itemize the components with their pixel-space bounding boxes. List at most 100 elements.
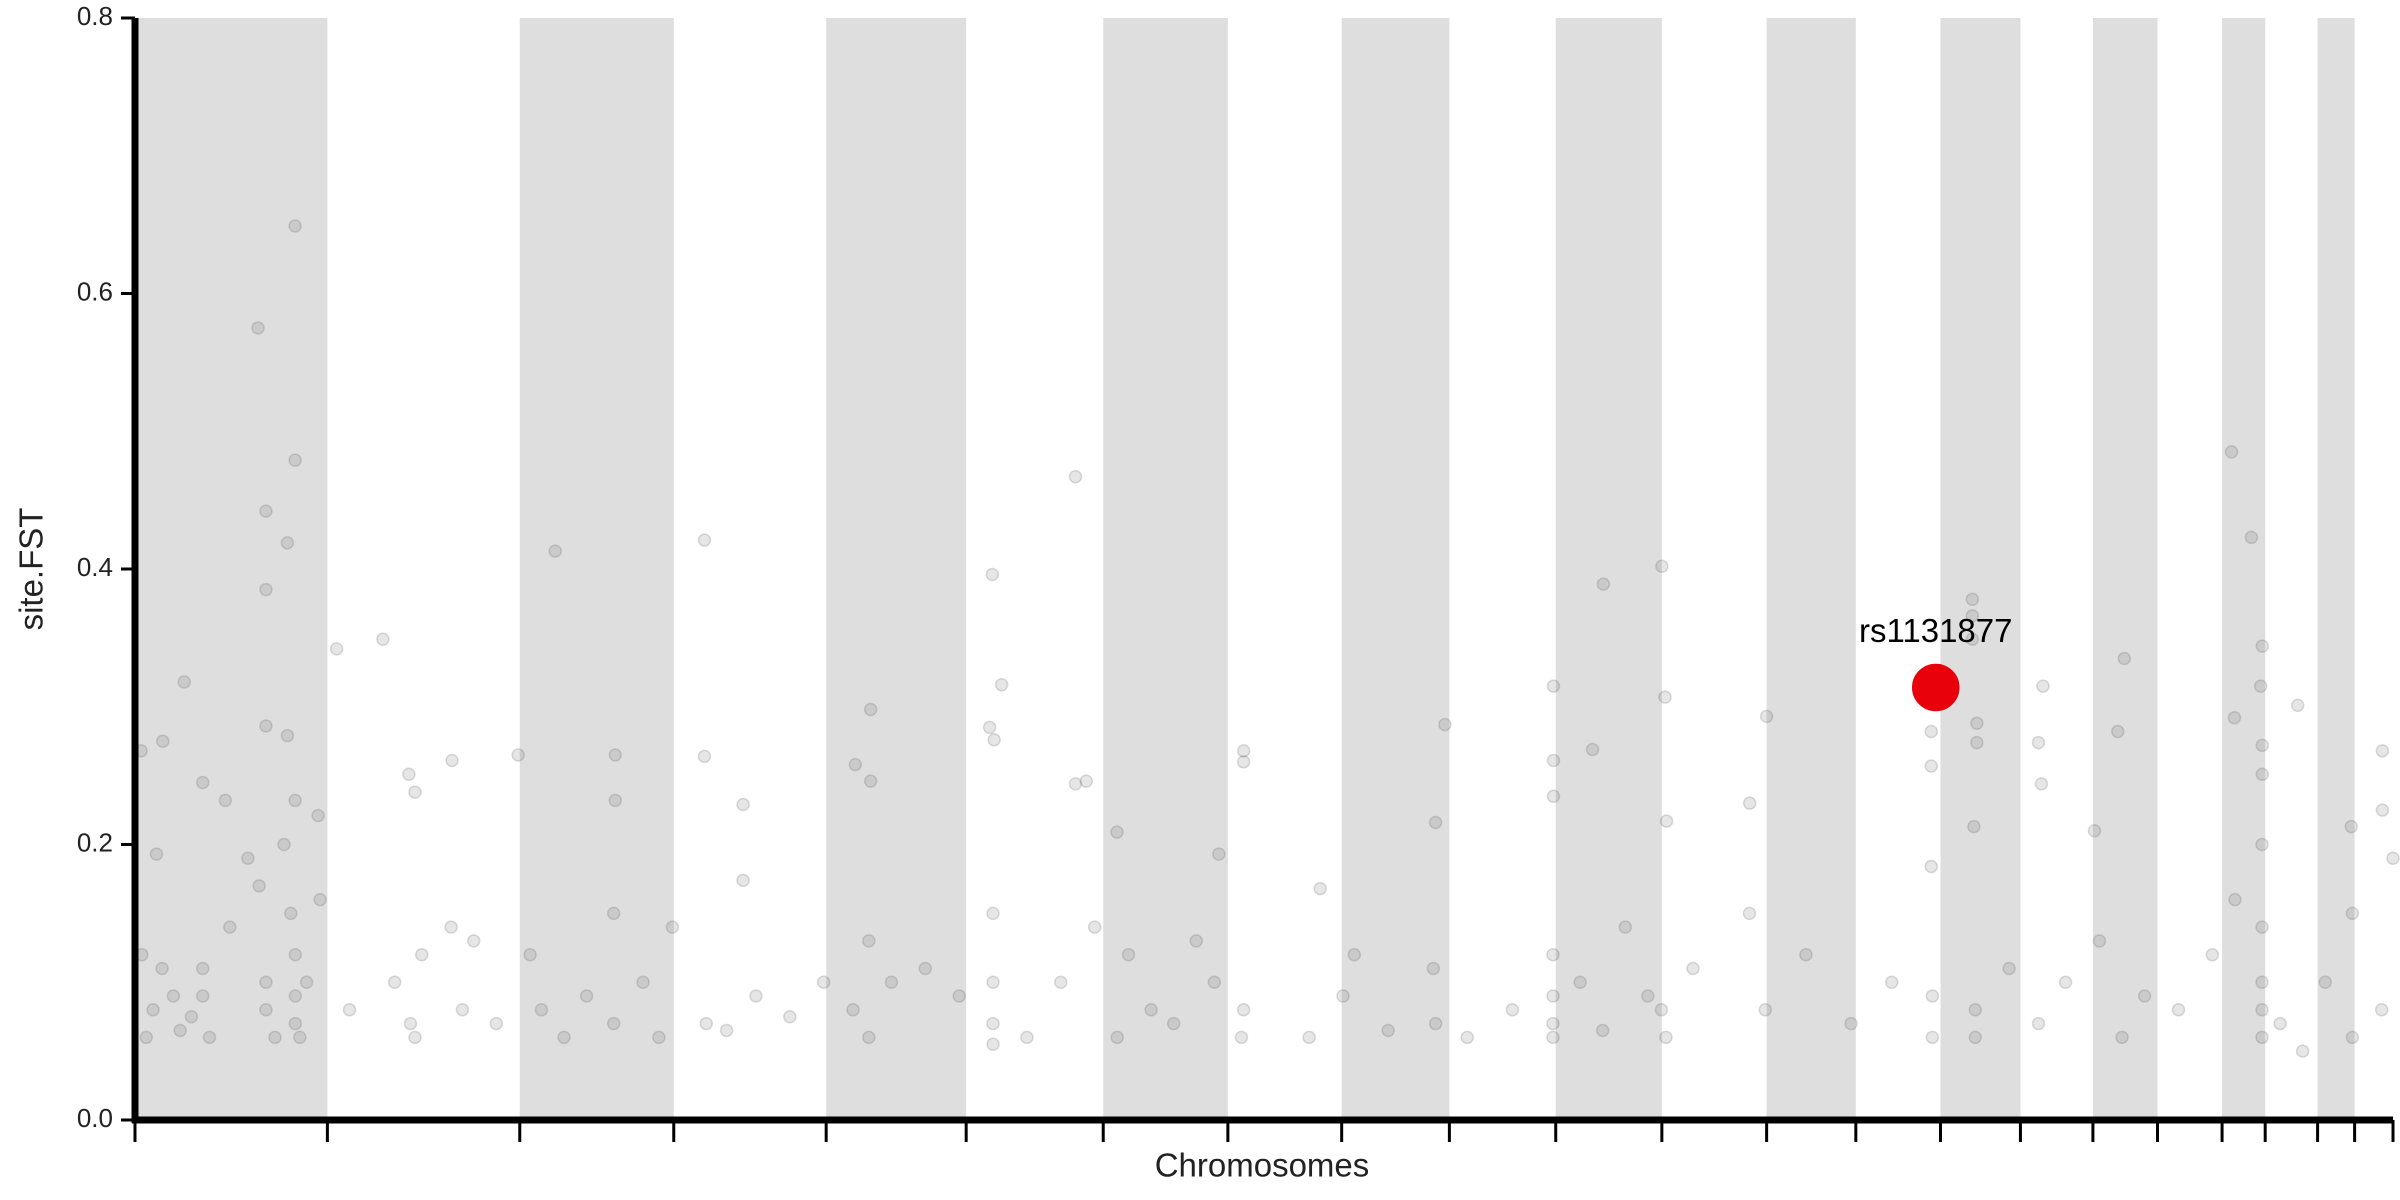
- point: [1428, 815, 1443, 830]
- point: [1207, 975, 1222, 989]
- point: [156, 734, 170, 748]
- point: [329, 642, 344, 656]
- chromosome-band: [1103, 18, 1228, 1120]
- point: [579, 989, 594, 1003]
- point: [2137, 989, 2152, 1003]
- point: [2058, 975, 2073, 989]
- point: [863, 774, 878, 788]
- point: [548, 544, 562, 558]
- point: [146, 1003, 160, 1017]
- chromosome-band: [2222, 18, 2266, 1120]
- point: [1020, 1030, 1034, 1045]
- point: [2290, 698, 2305, 713]
- point: [1742, 796, 1757, 810]
- point: [952, 989, 966, 1003]
- point: [1758, 1003, 1773, 1017]
- point: [2031, 1016, 2046, 1031]
- point: [1965, 609, 1980, 623]
- point: [259, 582, 273, 597]
- point: [636, 975, 650, 989]
- point: [1970, 716, 1984, 731]
- point: [1573, 975, 1587, 989]
- y-tick-label: 0.4: [77, 552, 113, 582]
- point: [280, 728, 295, 743]
- point: [1347, 947, 1362, 962]
- point: [736, 873, 750, 888]
- point: [1426, 961, 1441, 976]
- point: [1546, 679, 1561, 693]
- point: [2375, 744, 2390, 758]
- point: [523, 947, 537, 962]
- point: [2117, 651, 2132, 666]
- point: [288, 219, 302, 233]
- point: [1968, 1003, 1983, 1017]
- point: [288, 1016, 303, 1031]
- chromosome-band: [826, 18, 967, 1120]
- point: [918, 961, 933, 976]
- point: [1546, 947, 1560, 962]
- point: [195, 961, 210, 976]
- point: [1965, 592, 1980, 607]
- point: [2255, 975, 2269, 989]
- point: [699, 1016, 714, 1031]
- point: [652, 1030, 666, 1045]
- point: [177, 675, 191, 689]
- point: [288, 453, 302, 467]
- point: [2002, 961, 2016, 976]
- point: [2345, 1030, 2360, 1045]
- chromosome-band: [2092, 18, 2158, 1120]
- point: [1381, 1023, 1395, 1038]
- point: [184, 1009, 199, 1024]
- point: [1968, 1030, 1983, 1045]
- point: [1742, 906, 1757, 921]
- point: [268, 1030, 282, 1045]
- point: [848, 757, 863, 772]
- x-axis-label: Chromosomes: [1155, 1147, 1370, 1184]
- point: [1924, 724, 1938, 739]
- point: [376, 632, 390, 647]
- point: [2036, 679, 2050, 693]
- chromosome-band: [1341, 18, 1450, 1120]
- point: [986, 975, 1000, 989]
- point: [415, 947, 429, 962]
- point: [1236, 755, 1251, 769]
- point: [1110, 825, 1124, 839]
- point: [259, 504, 273, 518]
- point: [2255, 639, 2270, 653]
- point: [2110, 724, 2125, 739]
- point: [223, 920, 237, 934]
- point: [284, 906, 298, 921]
- chromosome-band: [1555, 18, 1662, 1120]
- point: [816, 975, 831, 989]
- point: [1121, 947, 1136, 962]
- chromosome-band: [519, 18, 674, 1120]
- point: [1546, 989, 1560, 1003]
- point: [1079, 774, 1094, 788]
- point: [2295, 1044, 2310, 1058]
- point: [1585, 742, 1600, 757]
- point: [1759, 709, 1774, 724]
- point: [719, 1023, 734, 1038]
- point: [2273, 1016, 2287, 1031]
- point: [445, 753, 459, 768]
- point: [1967, 819, 1981, 834]
- point: [1595, 1023, 1610, 1038]
- point: [489, 1016, 504, 1031]
- point: [863, 702, 878, 717]
- point: [985, 567, 1000, 582]
- point: [1658, 690, 1672, 704]
- point: [252, 879, 266, 893]
- point: [606, 906, 621, 921]
- point: [1546, 789, 1561, 804]
- point: [2205, 947, 2220, 962]
- point: [1641, 989, 1655, 1003]
- point: [1166, 1016, 1181, 1031]
- point: [1654, 1003, 1669, 1017]
- point: [1924, 759, 1938, 773]
- point: [2375, 803, 2390, 817]
- chromosome-band: [2317, 18, 2355, 1120]
- point: [1546, 1016, 1560, 1031]
- point: [195, 989, 210, 1003]
- point: [288, 989, 303, 1003]
